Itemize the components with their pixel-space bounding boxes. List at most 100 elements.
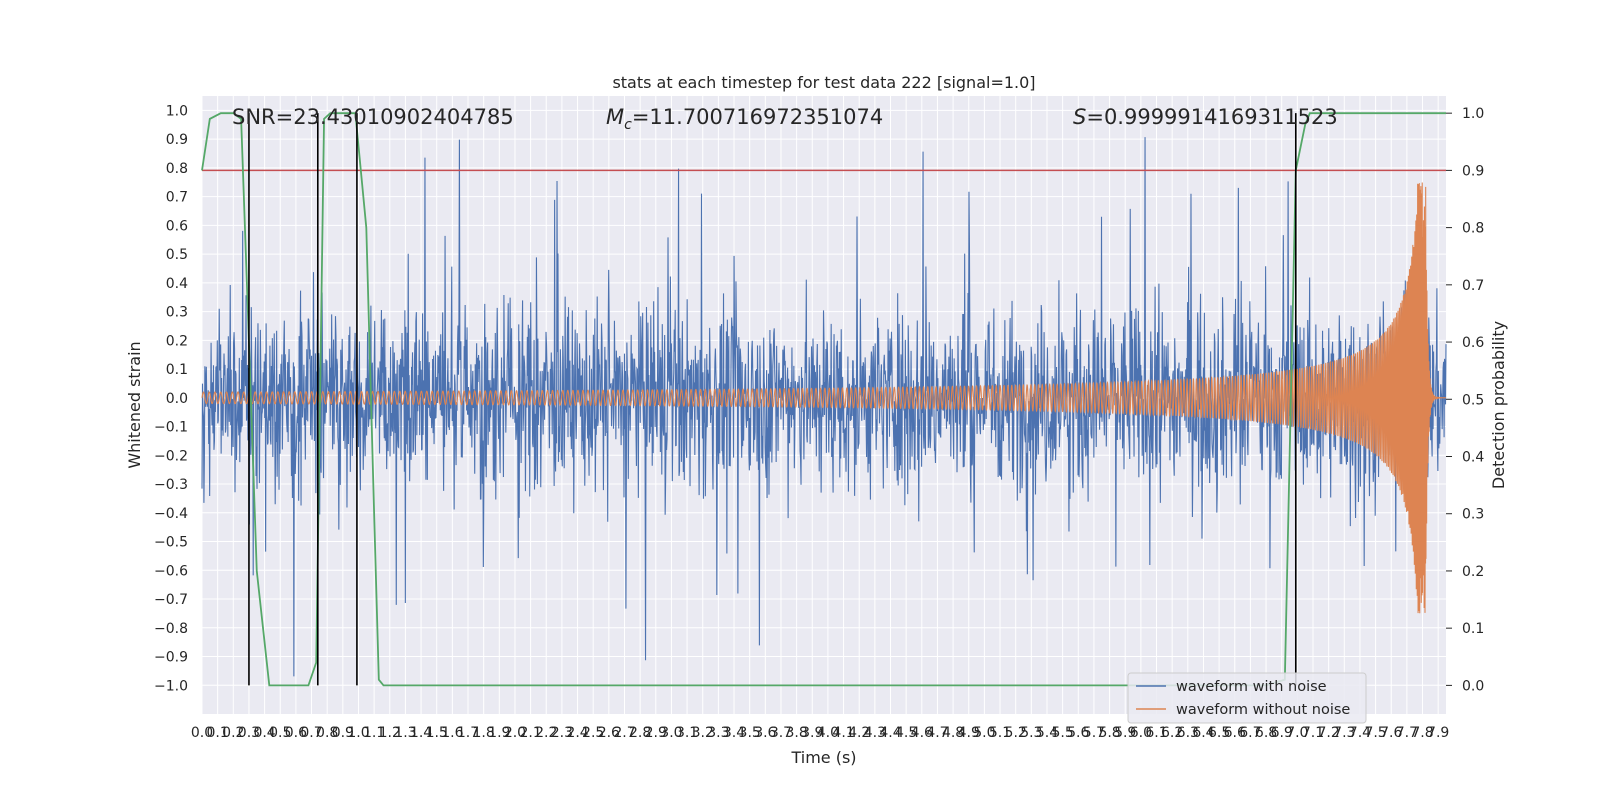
x-tick-label: 4.1 xyxy=(832,725,854,741)
legend: waveform with noise waveform without noi… xyxy=(1127,672,1367,724)
x-tick-label: 1.6 xyxy=(441,725,463,741)
x-tick-label: 2.6 xyxy=(598,725,620,741)
x-tick-label: 4.7 xyxy=(926,725,948,741)
legend-label-noise: waveform with noise xyxy=(1176,679,1327,695)
chart-title: stats at each timestep for test data 222… xyxy=(612,73,1035,92)
x-tick-label: 6.0 xyxy=(1130,725,1152,741)
chirp-mass-annotation: Mc=11.700716972351074 xyxy=(606,105,883,133)
y-axis-label-right: Detection probability xyxy=(1489,321,1508,489)
x-tick-label: 2.2 xyxy=(535,725,557,741)
x-tick-label: 5.1 xyxy=(989,725,1011,741)
tick-layer: 0.00.10.20.30.40.50.60.70.80.91.01.11.21… xyxy=(154,103,1484,741)
marker-layer xyxy=(201,112,1446,687)
y-tick-label-left: 0.3 xyxy=(166,305,188,321)
x-tick-label: 5.9 xyxy=(1114,725,1136,741)
x-tick-label: 6.9 xyxy=(1271,725,1293,741)
x-tick-label: 3.8 xyxy=(785,725,807,741)
x-tick-label: 4.2 xyxy=(848,725,870,741)
x-tick-label: 2.9 xyxy=(645,725,667,741)
x-tick-label: 4.9 xyxy=(958,725,980,741)
series-waveform-with-noise xyxy=(201,137,1447,677)
x-tick-label: 4.3 xyxy=(864,725,886,741)
y-tick-label-right: 1.0 xyxy=(1462,106,1484,122)
y-tick-label-right: 0.9 xyxy=(1462,163,1484,179)
y-tick-label-left: 0.9 xyxy=(166,132,188,148)
legend-box xyxy=(1127,672,1367,724)
y-tick-label-right: 0.2 xyxy=(1462,564,1484,580)
y-tick-label-left: 0.4 xyxy=(166,276,188,292)
y-tick-label-left: 0.2 xyxy=(166,333,188,349)
x-tick-label: 6.8 xyxy=(1255,725,1277,741)
x-tick-label: 3.5 xyxy=(739,725,761,741)
x-tick-label: 6.7 xyxy=(1239,725,1261,741)
y-tick-label-left: −0.4 xyxy=(154,506,188,522)
x-tick-label: 6.5 xyxy=(1208,725,1230,741)
y-tick-label-left: 0.7 xyxy=(166,190,188,206)
score-value: =0.9999914169311523 xyxy=(1086,105,1337,129)
x-tick-label: 2.8 xyxy=(629,725,651,741)
x-tick-label: 7.8 xyxy=(1411,725,1433,741)
chirp-mass-value: =11.700716972351074 xyxy=(632,105,883,129)
x-tick-label: 6.3 xyxy=(1177,725,1199,741)
x-tick-label: 6.4 xyxy=(1192,725,1214,741)
x-tick-label: 1.5 xyxy=(426,725,448,741)
x-tick-label: 3.3 xyxy=(707,725,729,741)
x-tick-label: 1.7 xyxy=(457,725,479,741)
y-tick-label-left: 0.1 xyxy=(166,362,188,378)
x-tick-label: 6.1 xyxy=(1145,725,1167,741)
x-tick-label: 4.4 xyxy=(879,725,901,741)
y-tick-label-left: 0.0 xyxy=(166,391,188,407)
x-tick-label: 7.9 xyxy=(1427,725,1449,741)
x-tick-label: 1.4 xyxy=(410,725,432,741)
y-tick-label-left: −0.1 xyxy=(154,420,188,436)
y-tick-label-left: 0.8 xyxy=(166,161,188,177)
x-tick-label: 5.4 xyxy=(1036,725,1058,741)
y-axis-label-left: Whitened strain xyxy=(125,341,144,468)
series-layer xyxy=(201,137,1447,677)
x-tick-label: 5.5 xyxy=(1051,725,1073,741)
x-tick-label: 7.6 xyxy=(1380,725,1402,741)
x-tick-label: 0.0 xyxy=(191,725,213,741)
x-tick-label: 2.1 xyxy=(519,725,541,741)
x-tick-label: 1.8 xyxy=(473,725,495,741)
y-tick-label-right: 0.8 xyxy=(1462,221,1484,237)
x-tick-label: 0.6 xyxy=(285,725,307,741)
y-tick-label-left: −0.9 xyxy=(154,650,188,666)
y-tick-label-left: 1.0 xyxy=(166,103,188,119)
x-tick-label: 1.1 xyxy=(363,725,385,741)
series-waveform-without-noise xyxy=(201,182,1447,614)
y-tick-label-right: 0.5 xyxy=(1462,392,1484,408)
y-tick-label-right: 0.1 xyxy=(1462,621,1484,637)
y-tick-label-left: −0.6 xyxy=(154,563,188,579)
x-tick-label: 0.1 xyxy=(207,725,229,741)
x-tick-label: 2.3 xyxy=(551,725,573,741)
x-tick-label: 4.5 xyxy=(895,725,917,741)
y-tick-label-left: −0.2 xyxy=(154,448,188,464)
x-tick-label: 5.0 xyxy=(973,725,995,741)
x-tick-label: 6.6 xyxy=(1224,725,1246,741)
x-tick-label: 3.2 xyxy=(692,725,714,741)
y-tick-label-right: 0.6 xyxy=(1462,335,1484,351)
x-tick-label: 5.6 xyxy=(1067,725,1089,741)
x-axis-label: Time (s) xyxy=(790,748,856,767)
x-tick-label: 7.1 xyxy=(1302,725,1324,741)
y-tick-label-left: −0.7 xyxy=(154,592,188,608)
x-tick-label: 0.2 xyxy=(222,725,244,741)
x-tick-label: 3.4 xyxy=(723,725,745,741)
x-tick-label: 7.5 xyxy=(1364,725,1386,741)
x-tick-label: 7.3 xyxy=(1333,725,1355,741)
x-tick-label: 5.2 xyxy=(1005,725,1027,741)
x-tick-label: 7.4 xyxy=(1349,725,1371,741)
x-tick-label: 1.3 xyxy=(394,725,416,741)
x-tick-label: 0.7 xyxy=(300,725,322,741)
x-tick-label: 7.7 xyxy=(1396,725,1418,741)
x-tick-label: 1.9 xyxy=(488,725,510,741)
x-tick-label: 4.8 xyxy=(942,725,964,741)
x-tick-label: 4.0 xyxy=(817,725,839,741)
y-tick-label-right: 0.7 xyxy=(1462,278,1484,294)
x-tick-label: 3.7 xyxy=(770,725,792,741)
y-tick-label-right: 0.0 xyxy=(1462,678,1484,694)
x-tick-label: 1.0 xyxy=(347,725,369,741)
